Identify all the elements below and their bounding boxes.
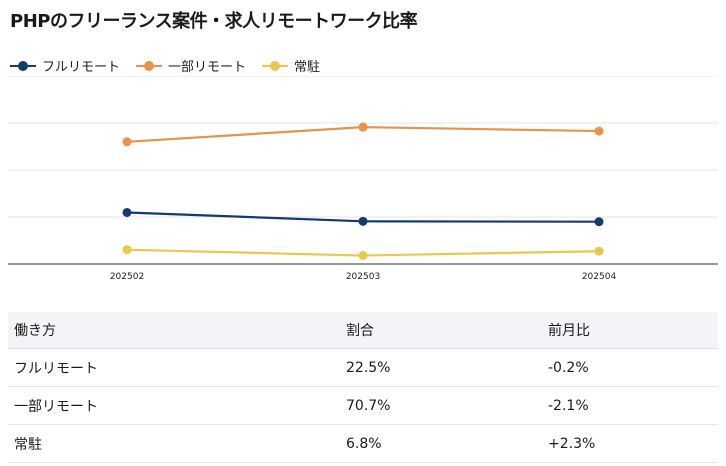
cell-ratio: 6.8%	[340, 424, 542, 463]
data-point	[358, 216, 368, 226]
table-row: 一部リモート 70.7% -2.1%	[8, 386, 718, 425]
legend-swatch-partial-remote	[136, 60, 163, 72]
data-point	[594, 246, 604, 256]
data-point	[358, 122, 368, 132]
legend-item-full-remote[interactable]: フルリモート	[10, 56, 120, 75]
legend-label-onsite: 常駐	[294, 60, 321, 75]
chart-legend: フルリモート 一部リモート 常駐	[10, 56, 336, 75]
legend-dot	[144, 60, 155, 71]
cell-work-style: 一部リモート	[8, 386, 340, 425]
ratio-table: 働き方 割合 前月比 フルリモート 22.5% -0.2% 一部リモート 70.…	[8, 312, 718, 463]
data-point	[122, 207, 132, 217]
x-tick-label: 202503	[346, 272, 380, 282]
table-header-row: 働き方 割合 前月比	[8, 312, 718, 349]
legend-dot	[270, 60, 281, 71]
table-row: 常駐 6.8% +2.3%	[8, 424, 718, 463]
data-point	[594, 217, 604, 227]
data-point	[594, 126, 604, 136]
cell-ratio: 70.7%	[340, 386, 542, 425]
legend-label-full-remote: フルリモート	[42, 60, 121, 75]
cell-mom-change: -2.1%	[542, 386, 718, 425]
data-point	[122, 137, 132, 147]
legend-swatch-full-remote	[10, 60, 36, 72]
column-header-work-style: 働き方	[8, 312, 340, 349]
legend-dot	[18, 60, 28, 71]
x-tick-label: 202502	[110, 272, 144, 282]
cell-ratio: 22.5%	[340, 348, 542, 387]
table-row: フルリモート 22.5% -0.2%	[8, 348, 718, 387]
line-chart: 202502 202503 202504	[8, 76, 718, 282]
x-tick-label: 202504	[582, 272, 617, 282]
legend-swatch-onsite	[262, 60, 289, 72]
data-point	[358, 251, 368, 261]
column-header-mom-change: 前月比	[542, 312, 718, 349]
legend-label-partial-remote: 一部リモート	[168, 60, 247, 75]
data-point	[122, 245, 132, 255]
cell-mom-change: -0.2%	[542, 348, 718, 387]
legend-item-onsite[interactable]: 常駐	[262, 56, 320, 75]
cell-mom-change: +2.3%	[542, 424, 718, 463]
column-header-ratio: 割合	[340, 312, 542, 349]
chart-title: PHPのフリーランス案件・求人リモートワーク比率	[10, 11, 418, 32]
cell-work-style: フルリモート	[8, 348, 340, 387]
legend-item-partial-remote[interactable]: 一部リモート	[136, 56, 246, 75]
cell-work-style: 常駐	[8, 424, 340, 463]
